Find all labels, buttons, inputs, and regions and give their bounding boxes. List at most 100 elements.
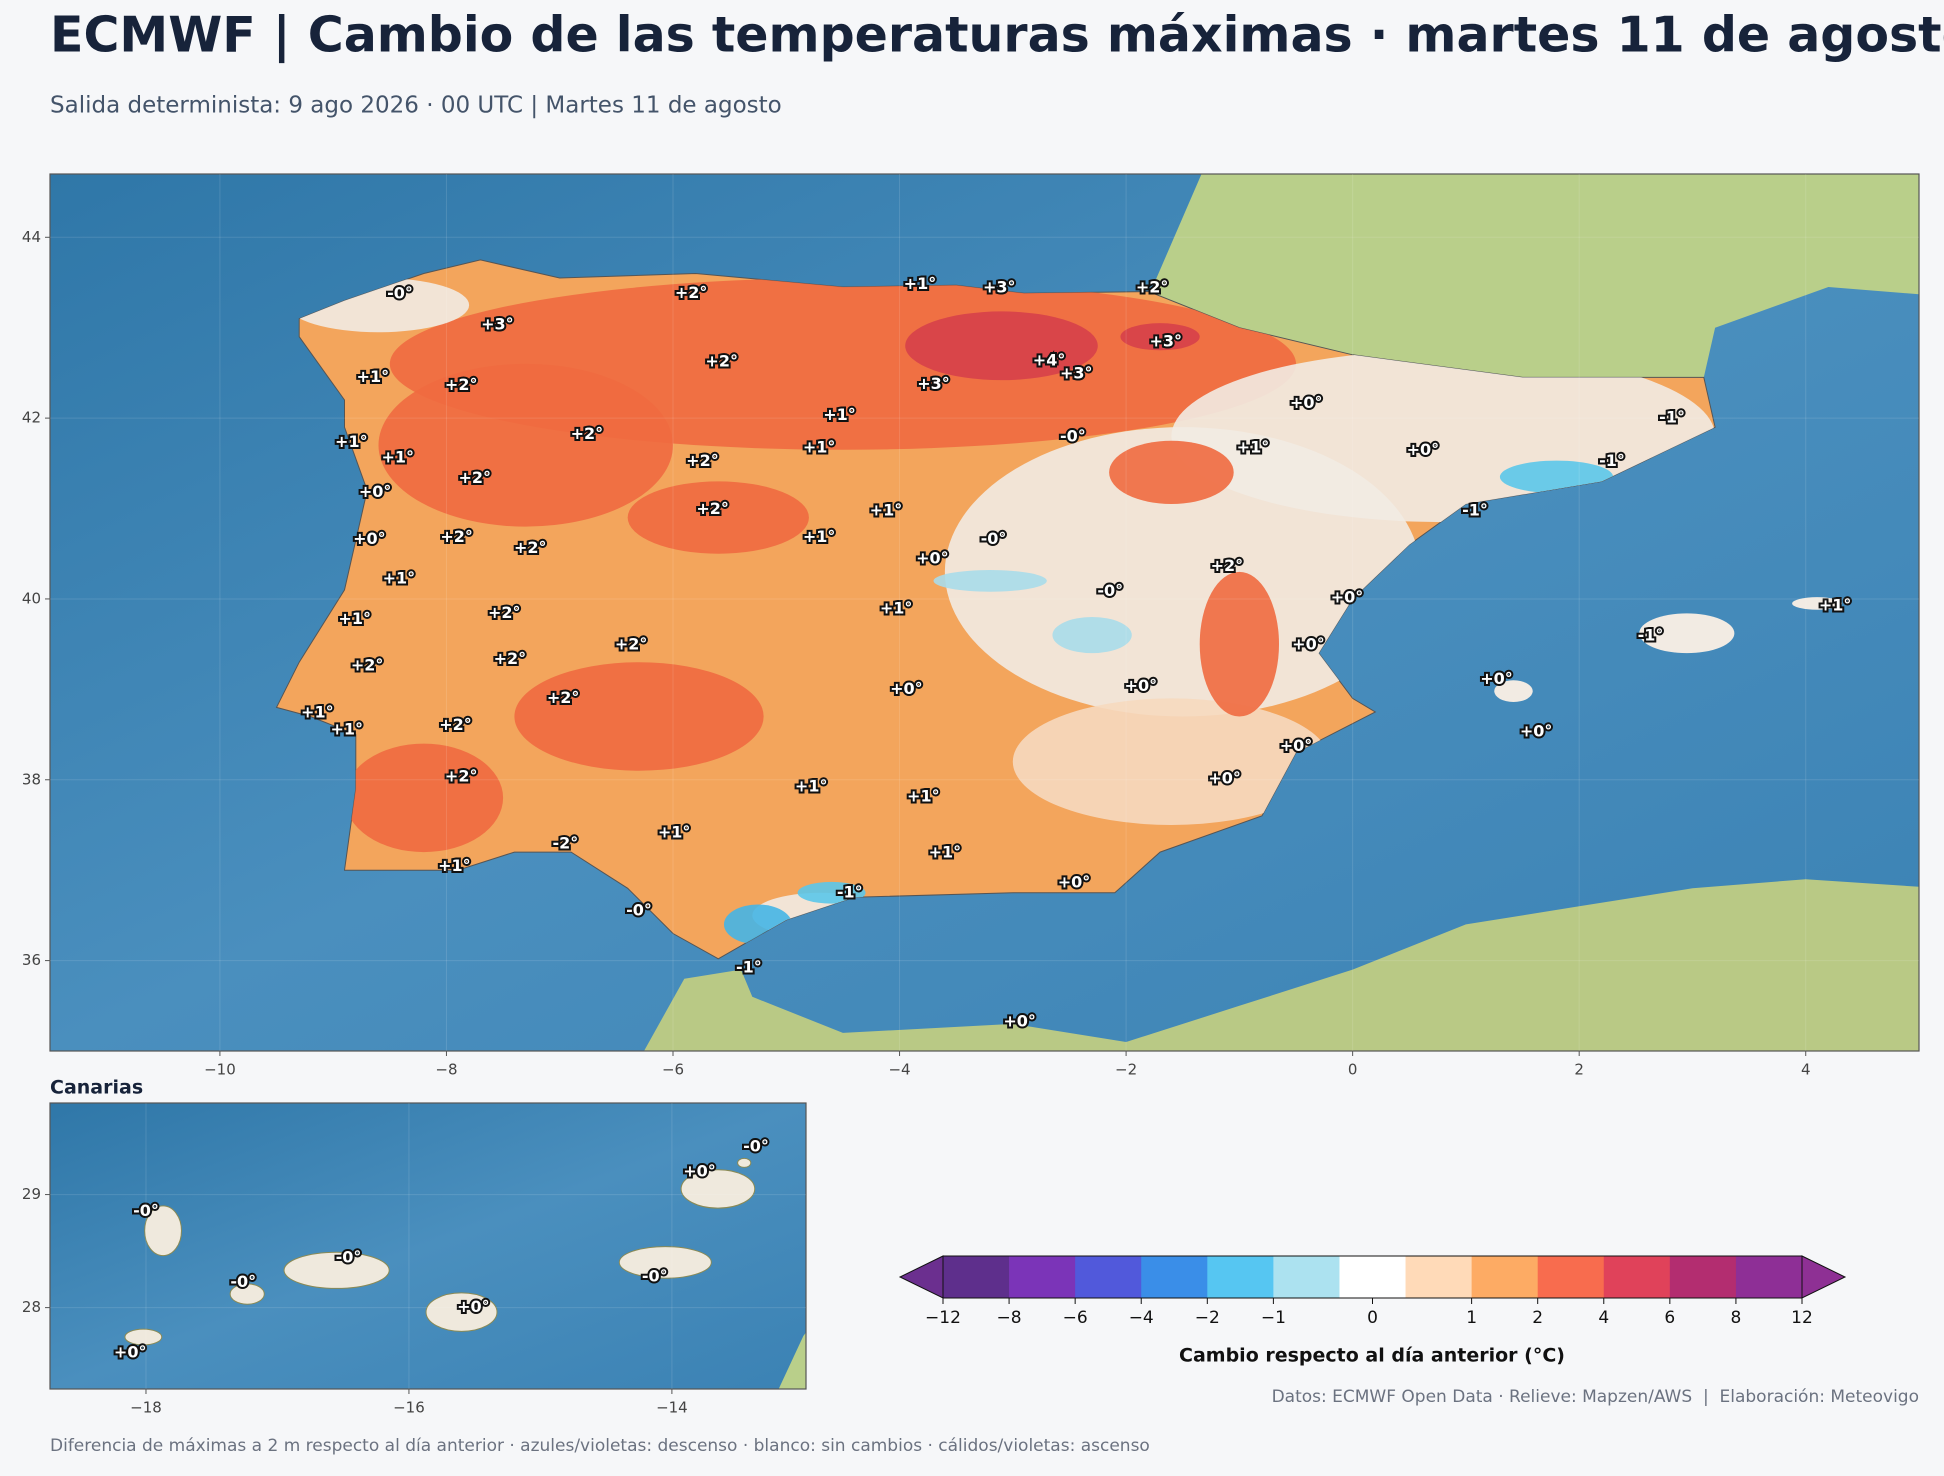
value-label: +0°: [457, 1297, 490, 1316]
y-tick-label: 29: [22, 1185, 41, 1203]
colorbar-tick-label: 8: [1731, 1308, 1742, 1328]
map-frame: [49, 173, 1920, 1052]
africa-coast: [778, 1332, 806, 1389]
x-tick-label: −2: [1115, 1061, 1137, 1079]
value-label: -0°: [626, 900, 652, 919]
value-label: +1°: [795, 776, 828, 795]
x-tick-label: −16: [393, 1399, 425, 1417]
change-area: [627, 481, 809, 554]
colorbar-segment: [1009, 1256, 1076, 1298]
value-label: +0°: [1292, 635, 1325, 654]
value-label: +1°: [803, 437, 836, 456]
colorbar-tick-label: 2: [1532, 1308, 1543, 1328]
value-label: +3°: [481, 314, 514, 333]
value-label: +0°: [1290, 393, 1323, 412]
island: [229, 1283, 265, 1305]
value-label: +0°: [1331, 588, 1364, 607]
x-tick-label: 2: [1574, 1061, 1584, 1079]
value-label: +1°: [335, 432, 368, 451]
value-label: +0°: [683, 1161, 716, 1180]
value-label: +0°: [359, 482, 392, 501]
change-area: [905, 311, 1098, 381]
colorbar-segment: [1405, 1256, 1473, 1298]
colorbar-segment: [1273, 1256, 1340, 1298]
value-label: +3°: [917, 374, 950, 393]
y-tick-label: 28: [22, 1298, 41, 1316]
colorbar-tick-label: 1: [1466, 1308, 1477, 1328]
inset-map: -0° +0° -0° -0° -0° -0° +0° +0°: [112, 1135, 806, 1389]
change-area: [1199, 571, 1280, 717]
africa-land: [644, 879, 1919, 1051]
y-tick-label: 42: [22, 409, 41, 427]
value-label: +1°: [870, 501, 903, 520]
y-tick-label: 40: [22, 589, 41, 607]
ibiza: [1494, 680, 1533, 703]
france-land: [1148, 174, 1919, 378]
value-label: +0°: [114, 1342, 147, 1361]
change-area: [797, 881, 866, 904]
title: ECMWF | Cambio de las temperaturas máxim…: [50, 7, 1944, 65]
value-label: +2°: [494, 649, 527, 668]
value-label: -0°: [981, 529, 1007, 548]
colorbar-tick-label: 0: [1367, 1308, 1378, 1328]
value-label: +0°: [353, 529, 386, 548]
colorbar-segment: [943, 1256, 1010, 1298]
value-label: +1°: [301, 702, 334, 721]
island: [124, 1328, 163, 1346]
value-label: -0°: [336, 1247, 362, 1266]
value-label: +1°: [907, 786, 940, 805]
value-label: -0°: [230, 1272, 256, 1291]
value-label: +2°: [571, 424, 604, 443]
value-label: +2°: [514, 538, 547, 557]
colorbar-tick-label: 6: [1664, 1308, 1675, 1328]
inset-title: Canarias: [50, 1077, 143, 1099]
value-label: +0°: [1058, 872, 1091, 891]
colorbar-tick-label: −2: [1195, 1308, 1220, 1328]
y-tick-label: 38: [22, 770, 41, 788]
colorbar-tick-label: −12: [925, 1308, 961, 1328]
value-label: +2°: [1211, 556, 1244, 575]
colorbar-tick-label: −8: [997, 1308, 1022, 1328]
colorbar-extend-high: [1801, 1255, 1847, 1299]
value-label: +1°: [381, 447, 414, 466]
change-area: [933, 570, 1047, 592]
x-tick-label: −18: [130, 1399, 162, 1417]
value-label: +2°: [439, 715, 472, 734]
change-area: [1120, 323, 1200, 351]
x-tick-label: −10: [204, 1061, 236, 1079]
value-label: +1°: [823, 405, 856, 424]
island: [737, 1157, 752, 1168]
menorca: [1792, 597, 1842, 610]
value-label: +1°: [1237, 437, 1270, 456]
inset-frame: [49, 1102, 807, 1390]
footnote: Diferencia de máximas a 2 m respecto al …: [50, 1436, 1150, 1456]
change-area: [344, 743, 504, 853]
value-label: -1°: [1659, 408, 1685, 427]
value-label: +0°: [1280, 736, 1313, 755]
value-label: +0°: [890, 679, 923, 698]
value-label: -1°: [1599, 451, 1625, 470]
mallorca: [1639, 613, 1735, 654]
value-label: +1°: [357, 367, 390, 386]
value-label: +0°: [1520, 721, 1553, 740]
value-label: -2°: [553, 833, 579, 852]
value-label: +2°: [615, 635, 648, 654]
value-label: +4°: [1033, 351, 1066, 370]
value-label: +1°: [383, 569, 416, 588]
value-label: -0°: [1097, 581, 1123, 600]
value-label: +0°: [1208, 768, 1241, 787]
value-label: +2°: [440, 527, 473, 546]
subtitle: Salida determinista: 9 ago 2026 · 00 UTC…: [50, 93, 782, 119]
value-label: -0°: [743, 1137, 769, 1156]
value-label: +2°: [445, 375, 478, 394]
island: [144, 1205, 182, 1257]
colorbar-segment: [1669, 1256, 1737, 1298]
colorbar-segment: [1207, 1256, 1274, 1298]
colorbar-tick-label: 4: [1598, 1308, 1609, 1328]
colorbar-segment: [1537, 1256, 1605, 1298]
value-label: +1°: [338, 609, 371, 628]
value-label: +1°: [658, 823, 691, 842]
y-tick-label: 44: [22, 228, 41, 246]
